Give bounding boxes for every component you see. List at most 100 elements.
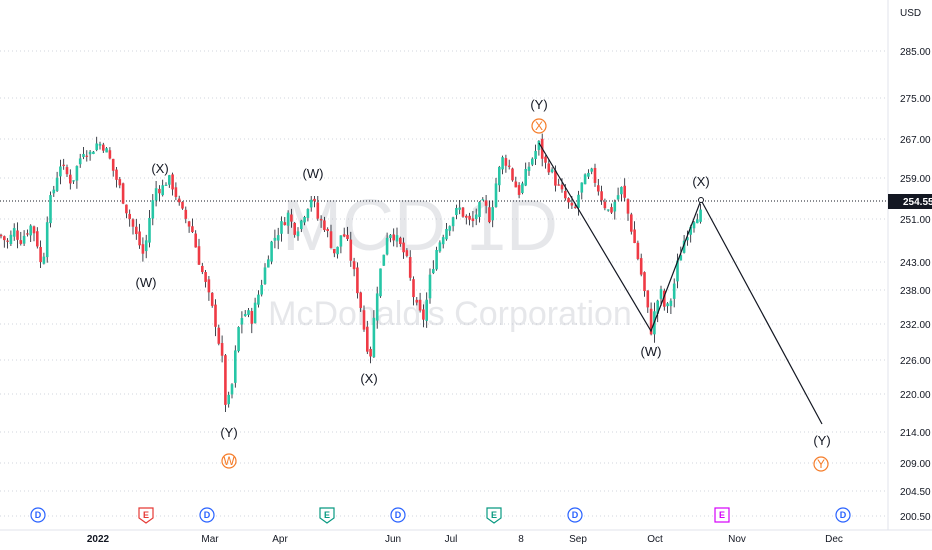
candle-down xyxy=(405,250,409,256)
grid xyxy=(0,50,888,517)
event-markers[interactable]: D E D E D E D E D xyxy=(30,507,851,524)
candle-down xyxy=(570,202,574,206)
candle-down xyxy=(121,183,125,204)
candle-down xyxy=(118,179,122,186)
candle-down xyxy=(517,185,521,195)
wave-projection-line[interactable] xyxy=(538,142,823,425)
candle-down xyxy=(349,239,353,261)
elliott-wave-drawing[interactable] xyxy=(538,142,823,425)
candle-down xyxy=(138,231,141,246)
price-axis[interactable]: USD 285.00 275.00 267.00 259.00 251.00 243.00… xyxy=(887,0,932,530)
candle-up xyxy=(699,209,702,222)
candle-up xyxy=(144,240,148,252)
candle-down xyxy=(366,326,369,352)
candle-up xyxy=(521,183,524,193)
candle-up xyxy=(656,300,659,314)
candle-up xyxy=(280,221,283,234)
candle-up xyxy=(78,158,82,165)
candle-down xyxy=(181,201,184,209)
wave-label-y1: (Y) xyxy=(220,425,237,440)
candle-up xyxy=(263,267,267,285)
candle-down xyxy=(290,214,293,222)
candle-down xyxy=(250,311,254,324)
svg-text:D: D xyxy=(204,510,211,520)
candle-down xyxy=(342,234,346,237)
dividend-marker-3[interactable]: D xyxy=(390,507,406,523)
candle-up xyxy=(309,199,313,208)
dividend-marker-4[interactable]: D xyxy=(567,507,583,523)
time-label-2022: 2022 xyxy=(87,534,110,545)
watermark-symbol: MCD 1D xyxy=(282,186,558,266)
candle-up xyxy=(676,260,679,282)
candle-down xyxy=(369,348,372,357)
candle-down xyxy=(422,309,425,320)
candle-up xyxy=(273,237,277,241)
candle-up xyxy=(478,202,481,218)
candle-up xyxy=(300,220,303,230)
candle-up xyxy=(12,228,16,237)
price-tick-label: 285.00 xyxy=(900,47,931,58)
earnings-marker-4[interactable]: E xyxy=(714,507,730,523)
candle-up xyxy=(105,148,108,153)
svg-text:E: E xyxy=(491,510,497,520)
candle-up xyxy=(669,300,673,307)
candle-up xyxy=(95,143,98,151)
watermark-subtitle: McDonald's Corporation xyxy=(268,295,632,333)
earnings-marker-2[interactable]: E xyxy=(319,507,335,524)
candle-down xyxy=(283,222,287,226)
candle-down xyxy=(111,158,115,171)
candle-down xyxy=(19,240,23,244)
candle-down xyxy=(171,174,174,190)
candle-down xyxy=(359,292,362,308)
candle-up xyxy=(243,314,247,317)
candle-down xyxy=(547,163,551,173)
candle-up xyxy=(164,184,168,186)
candle-up xyxy=(29,225,32,236)
earnings-marker-3[interactable]: E xyxy=(486,507,502,524)
svg-text:W: W xyxy=(223,454,235,468)
price-tick-label: 275.00 xyxy=(900,94,931,105)
candle-down xyxy=(643,272,646,292)
candle-down xyxy=(333,249,336,254)
candle-up xyxy=(372,317,376,358)
candle-up xyxy=(257,294,260,305)
candle-up xyxy=(92,151,95,154)
candle-up xyxy=(448,226,452,231)
candle-down xyxy=(201,265,204,272)
candle-up xyxy=(501,157,504,170)
wave-label-w2: (W) xyxy=(303,166,324,181)
candle-up xyxy=(696,219,699,224)
watermark: MCD 1D McDonald's Corporation xyxy=(268,186,632,333)
candle-up xyxy=(666,303,669,307)
candle-up xyxy=(620,186,623,195)
wave-label-x3: (X) xyxy=(692,174,709,189)
candle-down xyxy=(511,168,514,181)
dividend-marker-2[interactable]: D xyxy=(199,507,215,523)
candle-up xyxy=(577,194,580,208)
candle-down xyxy=(603,201,607,209)
candle-down xyxy=(392,234,395,241)
candle-down xyxy=(102,144,105,151)
candle-up xyxy=(42,256,46,264)
time-axis[interactable]: 2022 Mar Apr Jun Jul 8 Sep Oct Nov Dec xyxy=(0,529,932,545)
candle-down xyxy=(135,226,138,235)
dividend-marker-1[interactable]: D xyxy=(30,507,46,523)
candle-up xyxy=(659,289,663,299)
candle-down xyxy=(293,223,296,235)
candle-down xyxy=(399,237,402,244)
candle-down xyxy=(204,272,207,282)
earnings-marker-1[interactable]: E xyxy=(138,507,154,524)
candle-up xyxy=(682,240,686,253)
candle-down xyxy=(597,185,600,192)
candle-up xyxy=(432,269,435,274)
candle-up xyxy=(303,217,306,223)
dividend-marker-5[interactable]: D xyxy=(835,507,851,523)
candle-up xyxy=(296,231,300,237)
candle-up xyxy=(445,228,448,240)
price-tick-label: 259.00 xyxy=(900,174,931,185)
candle-up xyxy=(45,222,49,258)
candle-up xyxy=(395,235,399,242)
wave-anchor-point[interactable] xyxy=(698,197,704,203)
candle-up xyxy=(22,235,26,244)
